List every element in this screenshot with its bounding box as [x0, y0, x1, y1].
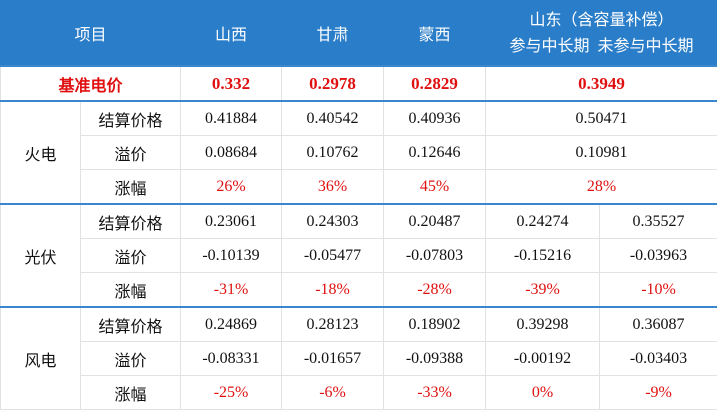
value-cell: 0.24303 [281, 203, 385, 239]
value-cell: -25% [180, 375, 283, 410]
group-label: 光伏 [0, 203, 81, 308]
value-cell: 0.41884 [180, 100, 283, 136]
value-cell: 0.12646 [383, 135, 487, 170]
data-row: 涨幅 -25% -6% -33% 0% -9% [1, 375, 717, 410]
row-label: 涨幅 [79, 375, 182, 410]
group-label: 火电 [0, 100, 81, 205]
value-cell: 0.36087 [599, 306, 717, 342]
value-cell: 0.39298 [485, 306, 601, 342]
value-cell: 0.20487 [383, 203, 487, 239]
row-label: 溢价 [79, 238, 182, 273]
value-cell: 0.23061 [180, 203, 283, 239]
row-label: 溢价 [79, 135, 182, 170]
value-cell: 28% [485, 169, 717, 205]
row-label: 结算价格 [79, 203, 182, 239]
header-cell: 山西 [180, 0, 283, 67]
value-cell: 0.24869 [180, 306, 283, 342]
header-cell: 山东（含容量补偿） 参与中长期 未参与中长期 [485, 0, 717, 67]
data-row: 溢价 -0.10139 -0.05477 -0.07803 -0.15216 -0.039… [1, 238, 717, 273]
data-row: 溢价 0.08684 0.10762 0.12646 0.10981 [1, 135, 717, 170]
value-cell: 0.2829 [383, 65, 487, 102]
value-cell: 36% [281, 169, 385, 205]
value-cell: -0.15216 [485, 238, 601, 273]
value-cell: -0.08331 [180, 341, 283, 376]
value-cell: 0.10981 [485, 135, 717, 170]
value-cell: -6% [281, 375, 385, 410]
header-cell: 蒙西 [383, 0, 487, 67]
value-cell: -18% [281, 272, 385, 308]
value-cell: 45% [383, 169, 487, 205]
value-cell: 0.35527 [599, 203, 717, 239]
value-cell: 0.08684 [180, 135, 283, 170]
row-label: 基准电价 [0, 65, 182, 102]
base-row: 基准电价 0.332 0.2978 0.2829 0.3949 [0, 65, 717, 102]
value-cell: 26% [180, 169, 283, 205]
value-cell: -10% [599, 272, 717, 308]
value-cell: 0.10762 [281, 135, 385, 170]
value-cell: -0.03963 [599, 238, 717, 273]
row-label: 涨幅 [79, 169, 182, 205]
value-cell: -0.09388 [383, 341, 487, 376]
data-row: 火电 结算价格 0.41884 0.40542 0.40936 0.50471 [0, 100, 717, 205]
data-row: 涨幅 26% 36% 45% 28% [1, 169, 717, 205]
value-cell: -0.03403 [599, 341, 717, 376]
value-cell: 0.40936 [383, 100, 487, 136]
value-cell: -0.00192 [485, 341, 601, 376]
value-cell: -31% [180, 272, 283, 308]
header-sub: 参与中长期 未参与中长期 [486, 33, 717, 59]
header-sub-item: 未参与中长期 [597, 36, 694, 55]
data-row: 光伏 结算价格 0.23061 0.24303 0.20487 0.24274 0.3552… [0, 203, 717, 308]
value-cell: -0.07803 [383, 238, 487, 273]
value-cell: -28% [383, 272, 487, 308]
value-cell: -0.05477 [281, 238, 385, 273]
header-title: 山东（含容量补偿） [529, 10, 674, 29]
row-label: 溢价 [79, 341, 182, 376]
row-label: 结算价格 [79, 306, 182, 342]
value-cell: 0.28123 [281, 306, 385, 342]
value-cell: 0.24274 [485, 203, 601, 239]
value-cell: -9% [599, 375, 717, 410]
header-cell: 甘肃 [281, 0, 385, 67]
value-cell: 0.3949 [485, 65, 717, 102]
row-label: 涨幅 [79, 272, 182, 308]
data-row: 风电 结算价格 0.24869 0.28123 0.18902 0.39298 0.3608… [0, 306, 717, 410]
value-cell: -39% [485, 272, 601, 308]
data-row: 涨幅 -31% -18% -28% -39% -10% [1, 272, 717, 308]
value-cell: 0.40542 [281, 100, 385, 136]
value-cell: 0.2978 [281, 65, 385, 102]
value-cell: 0.18902 [383, 306, 487, 342]
value-cell: 0% [485, 375, 601, 410]
header-cell: 项目 [0, 0, 182, 67]
value-cell: -0.01657 [281, 341, 385, 376]
header-sub-item: 参与中长期 [509, 36, 590, 55]
row-label: 结算价格 [79, 100, 182, 136]
value-cell: -0.10139 [180, 238, 283, 273]
group-label: 风电 [0, 306, 81, 410]
value-cell: 0.332 [180, 65, 283, 102]
header-row: 项目 山西 甘肃 蒙西 山东（含容量补偿） 参与中长期 未参与中长期 [0, 0, 717, 67]
value-cell: -33% [383, 375, 487, 410]
data-row: 溢价 -0.08331 -0.01657 -0.09388 -0.00192 -0.034… [1, 341, 717, 376]
value-cell: 0.50471 [485, 100, 717, 136]
